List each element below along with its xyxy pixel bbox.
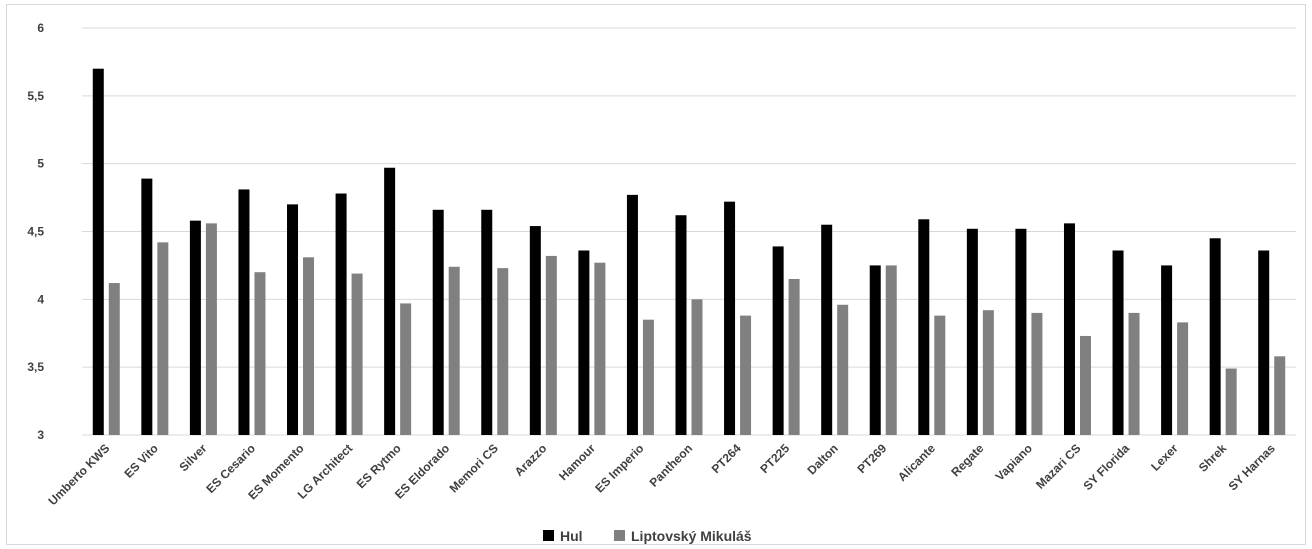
x-tick-label: Memori CS <box>447 441 501 495</box>
x-tick-label: Mazari CS <box>1033 441 1083 491</box>
x-tick-label: Shrek <box>1196 441 1230 475</box>
bar-liptovsky-mikulas <box>1225 368 1237 435</box>
legend-label: Liptovský Mikuláš <box>631 528 752 544</box>
x-tick-label: Regate <box>948 441 986 479</box>
bar-liptovsky-mikulas <box>691 299 703 435</box>
bar-liptovsky-mikulas <box>1128 312 1140 435</box>
x-tick-label: Lexer <box>1148 441 1181 474</box>
legend-swatch <box>614 530 625 541</box>
bar-hul <box>675 215 687 435</box>
bar-hul <box>869 265 881 435</box>
bar-hul <box>578 250 590 435</box>
chart-frame <box>6 4 1306 545</box>
bar-hul <box>189 220 201 435</box>
bar-liptovsky-mikulas <box>545 255 557 435</box>
bar-hul <box>481 209 493 435</box>
bar-liptovsky-mikulas <box>885 265 897 435</box>
x-tick-label: ES Rytmo <box>354 441 404 491</box>
y-tick-label: 4,5 <box>27 225 44 239</box>
bar-hul <box>287 204 299 435</box>
bar-hul <box>1063 223 1075 435</box>
bar-liptovsky-mikulas <box>982 310 994 435</box>
bar-hul <box>384 167 396 435</box>
bar-liptovsky-mikulas <box>1079 335 1091 435</box>
bar-hul <box>432 209 444 435</box>
x-tick-label: PT225 <box>757 441 792 476</box>
x-tick-label: ES Imperio <box>592 441 646 495</box>
x-tick-label: SY Florida <box>1080 441 1132 493</box>
bar-liptovsky-mikulas <box>303 257 315 435</box>
x-tick-label: Alicante <box>895 441 938 484</box>
bar-hul <box>966 228 978 435</box>
x-tick-label: Pantheon <box>647 441 696 490</box>
bar-liptovsky-mikulas <box>497 268 509 435</box>
bar-hul <box>238 189 250 435</box>
bar-liptovsky-mikulas <box>157 242 169 435</box>
gridlines <box>82 27 1296 436</box>
bar-liptovsky-mikulas <box>788 278 800 435</box>
bar-hul <box>918 219 930 435</box>
y-tick-label: 5 <box>37 157 44 171</box>
bar-liptovsky-mikulas <box>254 272 266 435</box>
bar-liptovsky-mikulas <box>1274 356 1286 435</box>
bar-hul <box>529 226 541 435</box>
bar-hul <box>821 224 833 435</box>
bar-liptovsky-mikulas <box>934 315 946 435</box>
bar-liptovsky-mikulas <box>642 319 654 435</box>
x-tick-label: Vapiano <box>993 441 1035 483</box>
bar-hul <box>626 194 638 435</box>
y-tick-label: 3,5 <box>27 360 44 374</box>
y-axis: 3 3,5 4 4,5 5 5,5 6 <box>27 21 44 442</box>
bar-liptovsky-mikulas <box>837 304 849 435</box>
x-tick-label: Arazzo <box>512 441 550 479</box>
bar-hul <box>724 201 736 435</box>
bar-liptovsky-mikulas <box>448 266 460 435</box>
legend: Hul Liptovský Mikuláš <box>543 528 752 544</box>
bar-hul <box>1112 250 1124 435</box>
bar-hul <box>1015 228 1027 435</box>
bar-hul <box>1209 238 1221 435</box>
bar-liptovsky-mikulas <box>351 273 363 435</box>
bar-hul <box>335 193 347 435</box>
y-tick-label: 3 <box>37 428 44 442</box>
x-tick-label: ES Vito <box>122 441 161 480</box>
bar-liptovsky-mikulas <box>205 223 217 435</box>
x-tick-label: PT269 <box>854 441 889 476</box>
y-tick-label: 5,5 <box>27 89 44 103</box>
legend-label: Hul <box>560 528 583 544</box>
bar-liptovsky-mikulas <box>1031 312 1043 435</box>
bar-hul <box>1161 265 1173 435</box>
bar-hul <box>1258 250 1270 435</box>
x-tick-label: Umberto KWS <box>45 441 112 508</box>
y-tick-label: 4 <box>37 292 44 306</box>
bar-liptovsky-mikulas <box>740 315 752 435</box>
bar-hul <box>141 178 153 435</box>
x-tick-label: Dalton <box>804 441 840 477</box>
x-tick-label: SY Harnas <box>1226 441 1278 493</box>
bars <box>92 68 1286 435</box>
bar-liptovsky-mikulas <box>400 303 412 435</box>
legend-swatch <box>543 530 554 541</box>
x-tick-label: Silver <box>176 441 209 474</box>
bar-liptovsky-mikulas <box>1177 322 1189 435</box>
x-tick-label: PT264 <box>709 441 744 476</box>
bar-liptovsky-mikulas <box>108 283 120 435</box>
y-tick-label: 6 <box>37 21 44 35</box>
bar-liptovsky-mikulas <box>594 262 606 435</box>
bar-hul <box>772 246 784 435</box>
bar-hul <box>92 68 104 435</box>
x-tick-label: Hamour <box>556 441 598 483</box>
